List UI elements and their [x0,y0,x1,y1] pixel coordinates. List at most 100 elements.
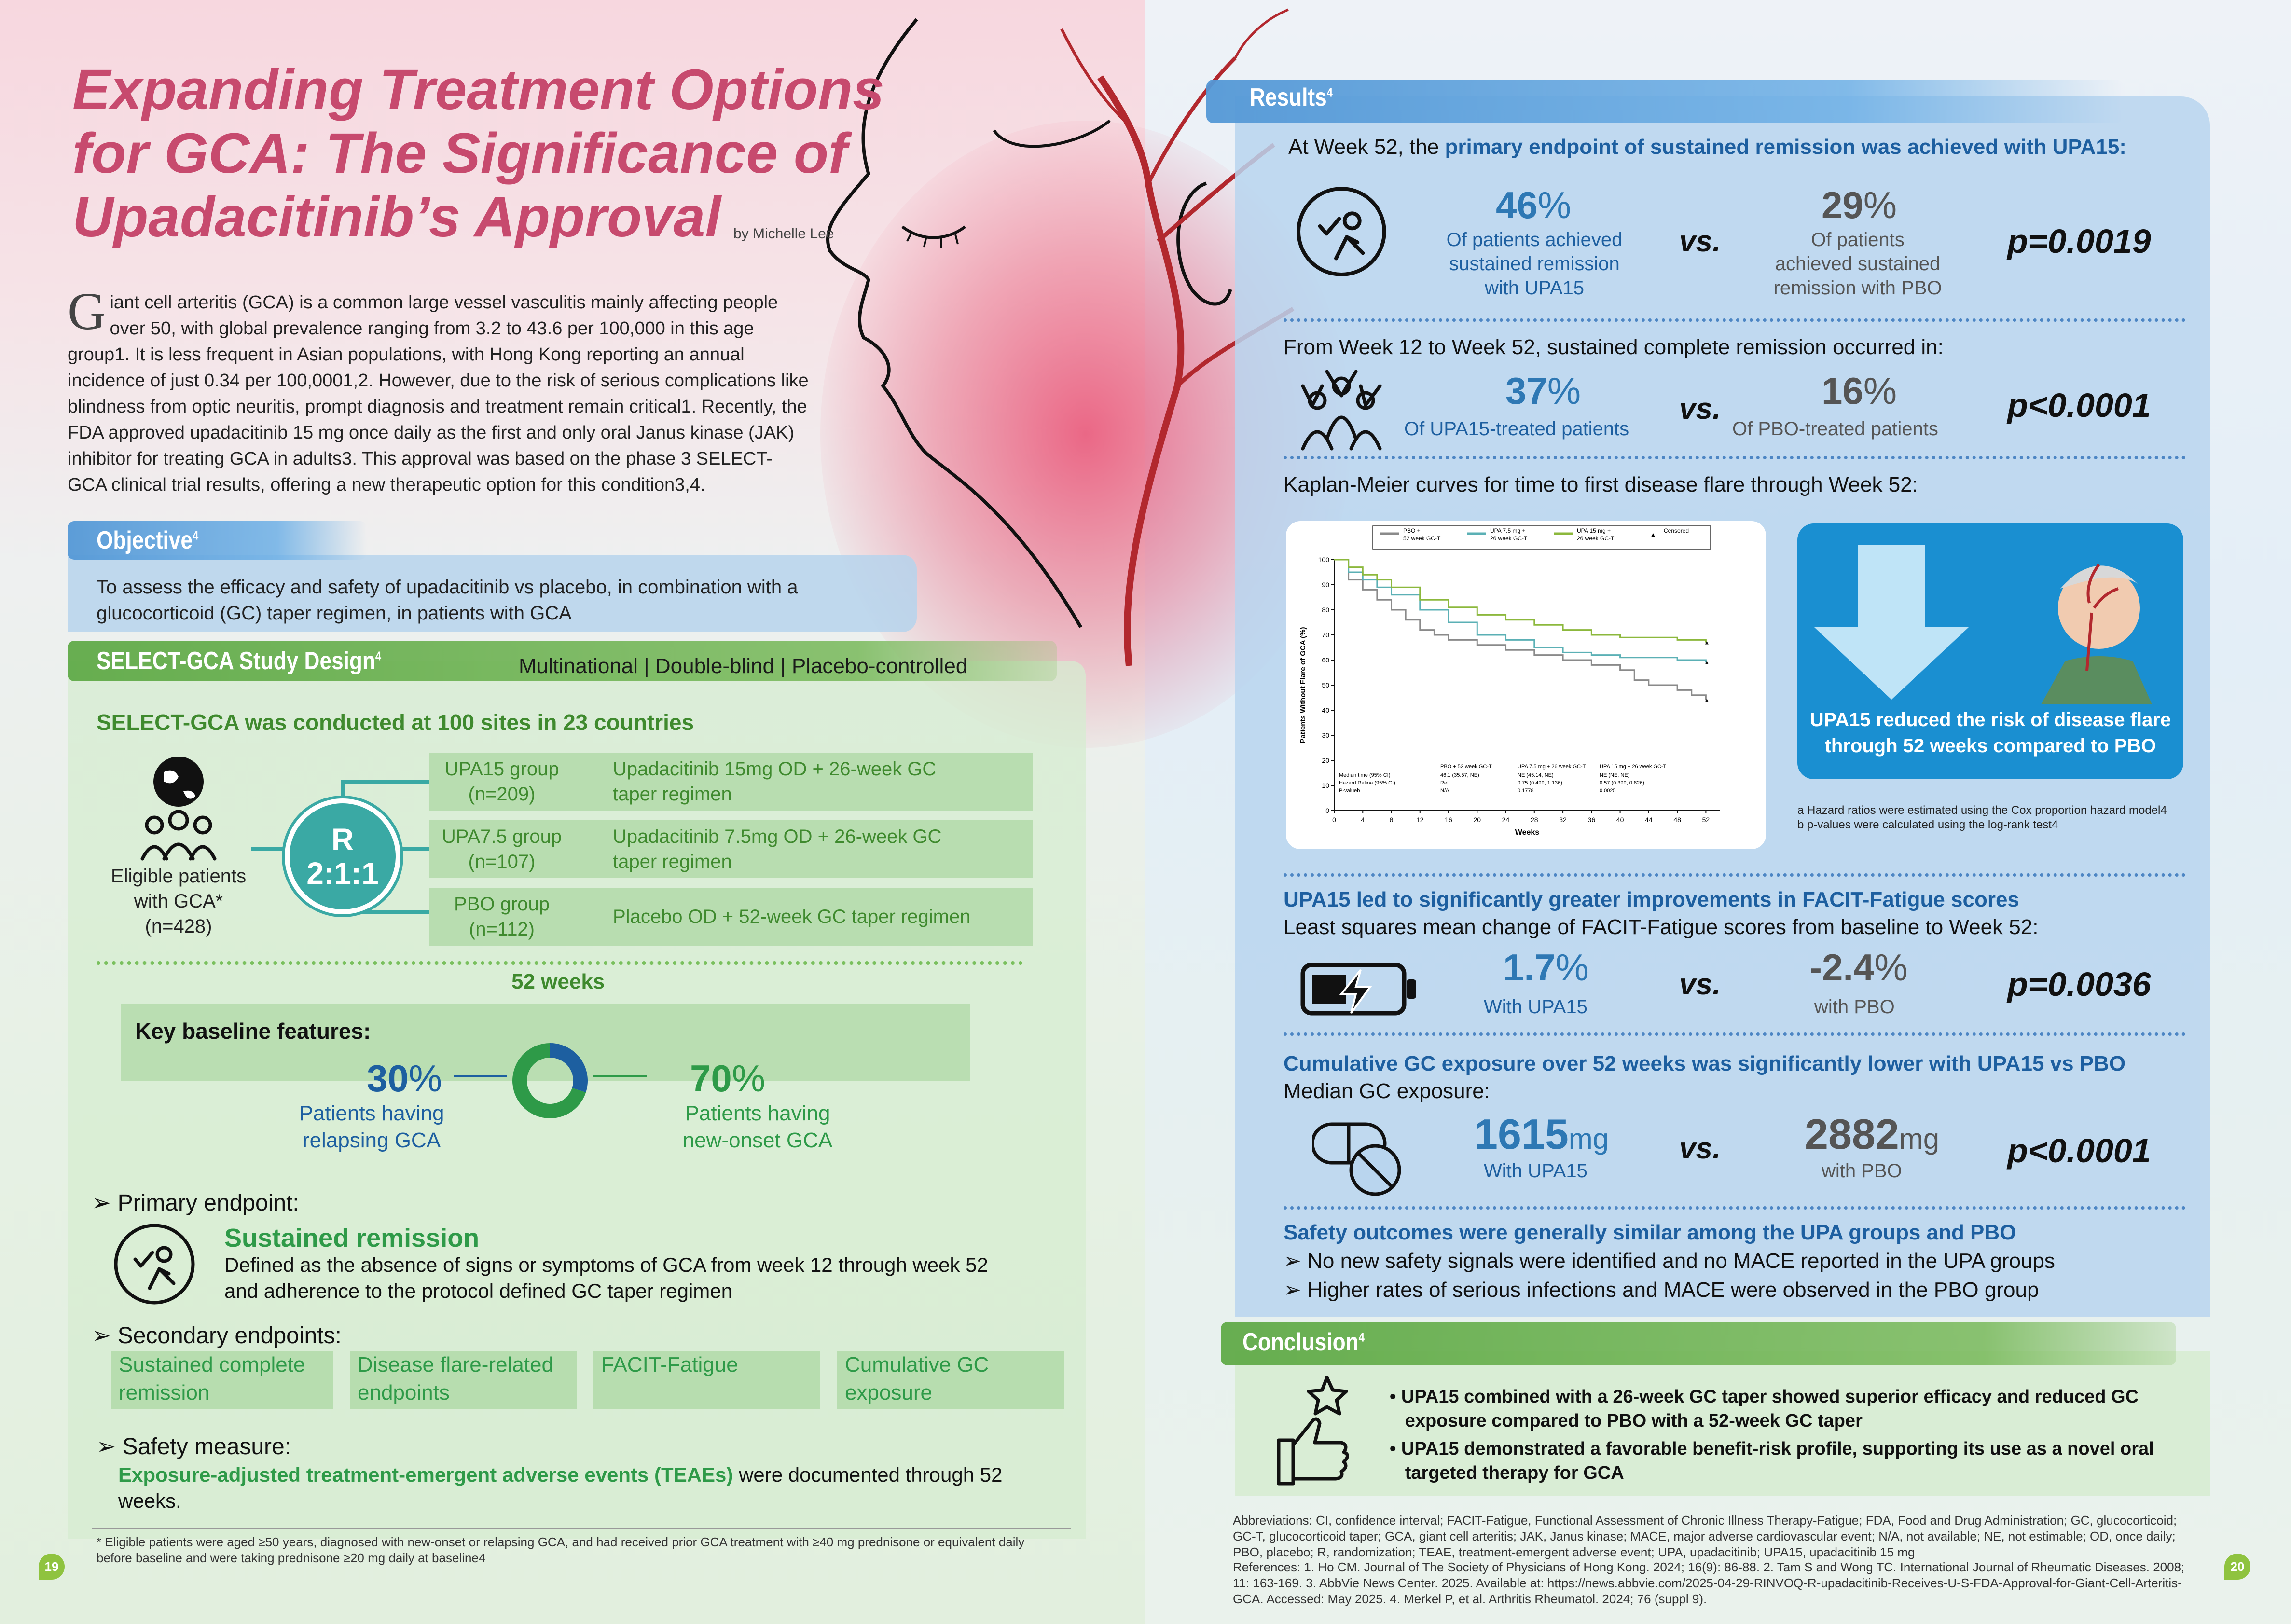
km-x-tick-label: 48 [1673,816,1681,824]
km-x-tick-label: 12 [1416,816,1424,824]
conclusion-panel [1235,1351,2210,1496]
battery-charging-icon [1300,963,1416,1016]
study-design-header-brush [68,641,1057,681]
celebrating-people-icon [1301,370,1382,451]
scr-intro: From Week 12 to Week 52, sustained compl… [1284,335,1944,359]
relapsing-pct: 30% [367,1057,442,1100]
group-row-upa7-5: UPA7.5 group (n=107) Upadacitinib 7.5mg O… [429,820,1033,878]
secondary-endpoint-4: Cumulative GC exposure [837,1351,1064,1409]
km-x-tick-label: 16 [1445,816,1452,824]
km-y-tick-label: 0 [1325,807,1329,814]
km-series-line-1 [1334,559,1707,663]
eligible-patients-label: Eligible patients with GCA* (n=428) [110,866,247,937]
km-legend-label-2: 52 week GC-T [1403,535,1441,542]
scr-pbo-label: Of PBO-treated patients [1732,418,1938,440]
down-arrow-and-patient-illustration [1814,545,2152,704]
km-table-header: UPA 15 mg + 26 week GC-T [1600,764,1667,770]
km-footnotes: a Hazard ratios were estimated using the… [1797,804,2167,831]
km-table-cell: Median time (95% CI) [1339,772,1390,778]
group-row-upa15: UPA15 group (n=209) Upadacitinib 15mg OD … [429,753,1033,811]
divider-4 [1284,1032,2186,1036]
objective-heading: Objective4 [97,526,199,554]
sr-upa-pct: 46% [1496,184,1572,226]
facit-p-value: p=0.0036 [2007,965,2151,1003]
km-x-tick-label: 52 [1702,816,1710,824]
thumbs-up-star-icon [1277,1376,1349,1486]
safety-outcome-1: ➢ No new safety signals were identified … [1284,1249,2055,1273]
study-sites: SELECT-GCA was conducted at 100 sites in… [97,710,694,735]
conclusion-header-brush [1221,1322,2176,1365]
divider-1 [1284,318,2186,322]
safety-measure-text: Exposure-adjusted treatment-emergent adv… [118,1463,1003,1512]
km-x-tick-label: 40 [1616,816,1624,824]
objective-header-brush [68,521,367,560]
baseline-heading: Key baseline features: [135,1018,371,1044]
references: References: 1. Ho CM. Journal of The Soc… [1233,1560,2185,1606]
km-table-cell: 0.75 (0.499, 1.136) [1518,780,1562,786]
km-x-tick-label: 24 [1502,816,1510,824]
sr-pbo-pct: 29% [1822,184,1897,226]
km-censor-mark: ▲ [1704,659,1710,666]
km-legend-label-2: 26 week GC-T [1577,535,1615,542]
km-y-axis-label: Patients Without Flare of GCA (%) [1299,627,1307,743]
safety-outcome-2: ➢ Higher rates of serious infections and… [1284,1278,2039,1302]
objective-box [68,555,917,632]
km-table-cell: 46.1 (35.57, NE) [1440,772,1479,778]
newonset-label: Patients having new-onset GCA [682,1101,833,1152]
primary-endpoint-name: Sustained remission [224,1224,480,1252]
km-y-tick-label: 20 [1322,757,1329,764]
km-x-tick-label: 32 [1559,816,1567,824]
conclusion-bullets: • UPA15 combined with a 26-week GC taper… [1390,1385,2181,1485]
km-legend-label: UPA 7.5 mg + [1490,527,1525,534]
primary-result-intro: At Week 52, the primary endpoint of sust… [1288,135,2126,159]
km-y-tick-label: 60 [1322,656,1329,664]
sr-upa-label: Of patients achieved sustained remission w… [1446,229,1623,299]
km-censor-mark: ▲ [1704,697,1710,703]
km-y-tick-label: 40 [1322,706,1329,714]
intro-text: iant cell arteritis (GCA) is a common la… [68,292,809,495]
km-table-header: UPA 7.5 mg + 26 week GC-T [1518,764,1586,770]
km-legend-censor-mark: ▲ [1650,531,1656,538]
km-table-cell: N/A [1440,788,1449,794]
primary-endpoint-definition: Defined as the absence of signs or sympt… [224,1253,988,1302]
conclusion-heading: Conclusion4 [1242,1328,1365,1356]
title-line-2: for GCA: The Significance of [72,122,848,185]
facit-upa: 1.7% [1503,946,1589,989]
km-series-line-0 [1334,559,1707,701]
facit-pbo: -2.4% [1809,946,1908,989]
abbreviations: Abbreviations: CI, confidence interval; … [1233,1513,2177,1559]
safety-measure-heading: ➢ Safety measure: [97,1434,291,1459]
divider-52-weeks [97,961,1023,965]
secondary-endpoint-1: Sustained complete remission [111,1351,333,1409]
baseline-donut-chart [454,1043,647,1118]
conclusion-bullet-1: • UPA15 combined with a 26-week GC taper… [1390,1387,2139,1431]
gc-pbo: 2882mg [1805,1110,1940,1158]
conclusion-bullet-2: • UPA15 demonstrated a favorable benefit… [1390,1439,2154,1483]
study-design-heading: SELECT-GCA Study Design4 [97,647,382,675]
safety-outcomes-heading: Safety outcomes were generally similar a… [1284,1221,2016,1244]
objective-text: To assess the efficacy and safety of upa… [97,577,798,624]
gc-subheading: Median GC exposure: [1284,1079,1490,1103]
primary-endpoint-heading: ➢ Primary endpoint: [92,1190,299,1216]
left-footnote-rule [92,1528,1071,1529]
km-series-line-2 [1334,559,1707,643]
km-x-tick-label: 4 [1361,816,1365,824]
title-line-3: Upadacitinib’s Approval [72,185,721,249]
km-y-tick-label: 90 [1322,581,1329,589]
secondary-endpoints-heading: ➢ Secondary endpoints: [92,1323,342,1349]
newonset-pct: 70% [690,1057,766,1100]
study-design-tags: Multinational | Double-blind | Placebo-c… [519,654,968,678]
facit-pbo-label: with PBO [1814,996,1895,1018]
facit-heading: UPA15 led to significantly greater impro… [1284,888,2019,911]
km-table-cell: P-valueb [1339,788,1360,794]
baseline-brush [121,1004,970,1081]
km-table-cell: NE (NE, NE) [1600,772,1629,778]
donut-slice-newonset [512,1043,586,1118]
km-censor-mark: ▲ [1704,639,1710,646]
vs-label-4: vs. [1679,1132,1721,1165]
globe-people-icon [140,757,217,861]
km-x-axis-label: Weeks [1515,828,1540,837]
km-x-tick-label: 8 [1390,816,1394,824]
km-y-tick-label: 70 [1322,631,1329,639]
